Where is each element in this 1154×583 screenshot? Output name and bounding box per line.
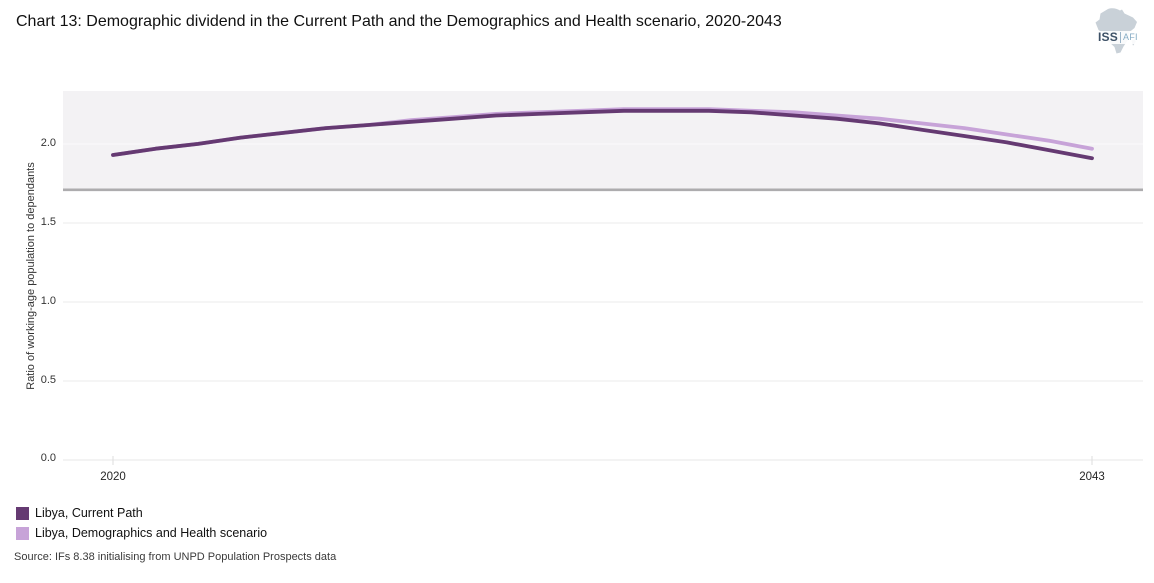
logo-iss-text: ISS (1098, 30, 1118, 44)
legend-item-demographics-health: Libya, Demographics and Health scenario (16, 523, 267, 543)
legend-swatch-current-path (16, 506, 29, 520)
y-tick-label-2.0: 2.0 (40, 137, 56, 149)
legend: Libya, Current Path Libya, Demographics … (16, 503, 267, 543)
x-tick-label-2020: 2020 (100, 471, 126, 483)
chart-title: Chart 13: Demographic dividend in the Cu… (16, 13, 782, 30)
y-tick-label-1.0: 1.0 (40, 295, 56, 307)
legend-label-demographics-health: Libya, Demographics and Health scenario (35, 526, 268, 540)
legend-label-current-path: Libya, Current Path (35, 506, 143, 520)
x-tick-label-2043: 2043 (1079, 471, 1105, 483)
series-line-libya-current-path (111, 108, 1094, 161)
iss-afi-logo: ISS AFI (1090, 6, 1142, 56)
legend-item-current-path: Libya, Current Path (16, 503, 267, 523)
y-tick-label-1.5: 1.5 (40, 216, 56, 228)
y-axis-label: Ratio of working-age population to depen… (25, 162, 37, 390)
reference-band (63, 91, 1143, 190)
legend-swatch-demographics-health (16, 526, 29, 540)
y-tick-label-0.0: 0.0 (40, 452, 56, 464)
logo-divider (1119, 32, 1121, 43)
logo-afi-text: AFI (1122, 32, 1138, 42)
logo-wordmark: ISS AFI (1097, 31, 1139, 44)
y-tick-label-0.5: 0.5 (40, 374, 56, 386)
source-note: Source: IFs 8.38 initialising from UNPD … (14, 551, 337, 563)
